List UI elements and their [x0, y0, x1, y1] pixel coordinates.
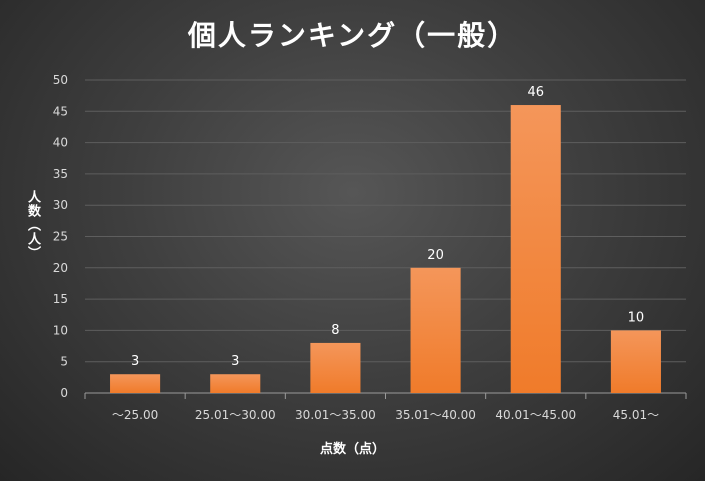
x-tick-label: 35.01～40.00 [395, 408, 476, 422]
x-axis-label: 点数（点） [319, 442, 385, 457]
data-label: 46 [527, 85, 544, 100]
x-tick-label: ～25.00 [112, 408, 158, 422]
x-tick-label: 25.01～30.00 [195, 408, 276, 422]
x-tick-label: 40.01～45.00 [495, 408, 576, 422]
y-tick-label: 10 [53, 323, 68, 337]
bar [210, 374, 261, 393]
y-tick-label: 20 [53, 261, 68, 275]
bar [610, 330, 661, 393]
chart-title: 個人ランキング（一般） [187, 19, 518, 52]
y-tick-label: 40 [53, 136, 68, 150]
y-tick-label: 50 [53, 73, 68, 87]
y-tick-label: 30 [53, 198, 68, 212]
x-tick-label: 30.01～35.00 [295, 408, 376, 422]
bar [110, 374, 161, 393]
x-tick-label: 45.01～ [613, 408, 659, 422]
data-label: 20 [427, 248, 444, 263]
y-tick-label: 35 [53, 167, 68, 181]
y-axis-label: 人数（人） [25, 190, 40, 260]
data-label: 8 [331, 323, 339, 338]
y-tick-label: 5 [60, 355, 68, 369]
data-label: 3 [131, 354, 139, 369]
y-tick-label: 25 [53, 230, 68, 244]
data-label: 10 [628, 310, 645, 325]
data-label: 3 [231, 354, 239, 369]
bar [410, 267, 461, 393]
bar [310, 342, 361, 393]
y-tick-label: 0 [60, 386, 68, 400]
y-tick-label: 45 [53, 104, 68, 118]
y-tick-label: 15 [53, 292, 68, 306]
bar [510, 105, 561, 393]
